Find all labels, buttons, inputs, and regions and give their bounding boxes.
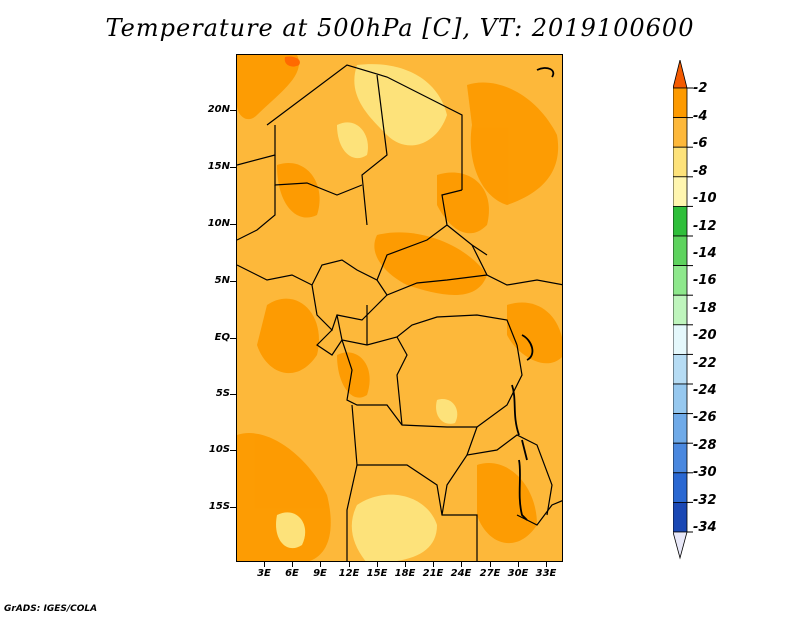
lon-label: 9E xyxy=(313,568,327,579)
colorbar-segment xyxy=(673,176,688,207)
colorbar-label: -26 xyxy=(693,410,717,425)
colorbar-label: -6 xyxy=(693,136,708,151)
lat-label: 20N xyxy=(207,104,230,115)
lon-tick xyxy=(320,562,321,567)
lon-tick xyxy=(518,562,519,567)
lon-tick xyxy=(264,562,265,567)
colorbar-segment xyxy=(673,472,688,503)
colorbar-segment xyxy=(673,442,688,474)
map-panel xyxy=(236,54,563,562)
colorbar-segment xyxy=(673,265,688,296)
colorbar-label: -28 xyxy=(693,438,717,453)
colorbar-label: -34 xyxy=(693,520,717,535)
lon-tick xyxy=(490,562,491,567)
lon-tick xyxy=(377,562,378,567)
lon-label: 12E xyxy=(338,568,360,579)
grads-credit: GrADS: IGES/COLA xyxy=(4,604,98,614)
lon-label: 6E xyxy=(285,568,299,579)
lat-tick xyxy=(230,394,236,395)
lon-label: 18E xyxy=(394,568,416,579)
colorbar-segment xyxy=(673,353,688,385)
lat-tick xyxy=(230,110,236,111)
lat-tick xyxy=(230,338,236,339)
lon-label: 21E xyxy=(422,568,444,579)
colorbar-label: -8 xyxy=(693,164,708,179)
lat-tick xyxy=(230,167,236,168)
lat-label: 10N xyxy=(207,218,230,229)
colorbar-label: -18 xyxy=(693,301,717,316)
lon-tick xyxy=(292,562,293,567)
lon-label: 3E xyxy=(257,568,271,579)
colorbar-label: -30 xyxy=(693,465,717,480)
colorbar-label: -10 xyxy=(693,191,717,206)
colorbar-segment xyxy=(673,205,688,237)
lat-label: 15N xyxy=(207,161,230,172)
colorbar-label: -12 xyxy=(693,219,717,234)
lon-tick xyxy=(546,562,547,567)
lon-label: 24E xyxy=(450,568,472,579)
lat-label: EQ xyxy=(214,332,230,343)
colorbar-segment xyxy=(673,87,688,119)
colorbar-label: -4 xyxy=(693,109,708,124)
lon-tick xyxy=(405,562,406,567)
lat-label: 5S xyxy=(215,388,230,399)
lat-tick xyxy=(230,450,236,451)
colorbar-label: -24 xyxy=(693,383,717,398)
colorbar-segment xyxy=(673,235,688,267)
colorbar-label: -16 xyxy=(693,273,717,288)
colorbar-segment xyxy=(673,294,688,326)
chart-title: Temperature at 500hPa [C], VT: 201910060… xyxy=(105,14,695,42)
colorbar-label: -22 xyxy=(693,356,717,371)
lat-tick xyxy=(230,507,236,508)
lon-tick xyxy=(433,562,434,567)
lat-label: 5N xyxy=(214,275,230,286)
colorbar xyxy=(673,60,693,560)
colorbar-segment xyxy=(673,501,688,533)
lon-label: 33E xyxy=(535,568,557,579)
lat-label: 10S xyxy=(208,444,230,455)
temperature-map xyxy=(237,55,562,561)
colorbar-segment xyxy=(673,117,688,148)
colorbar-label: -20 xyxy=(693,328,717,343)
lon-tick xyxy=(349,562,350,567)
colorbar-label: -32 xyxy=(693,493,717,508)
colorbar-segment xyxy=(673,383,688,415)
lat-tick xyxy=(230,281,236,282)
colorbar-segment xyxy=(673,146,688,178)
lat-label: 15S xyxy=(208,501,230,512)
lat-tick xyxy=(230,224,236,225)
colorbar-bottom-arrow xyxy=(673,531,688,560)
colorbar-label: -14 xyxy=(693,246,717,261)
colorbar-segment xyxy=(673,324,688,355)
colorbar-top-arrow xyxy=(673,60,688,89)
lon-label: 27E xyxy=(479,568,501,579)
colorbar-label: -2 xyxy=(693,81,708,96)
lon-label: 15E xyxy=(366,568,388,579)
lon-label: 30E xyxy=(507,568,529,579)
lon-tick xyxy=(461,562,462,567)
colorbar-segment xyxy=(673,413,688,444)
